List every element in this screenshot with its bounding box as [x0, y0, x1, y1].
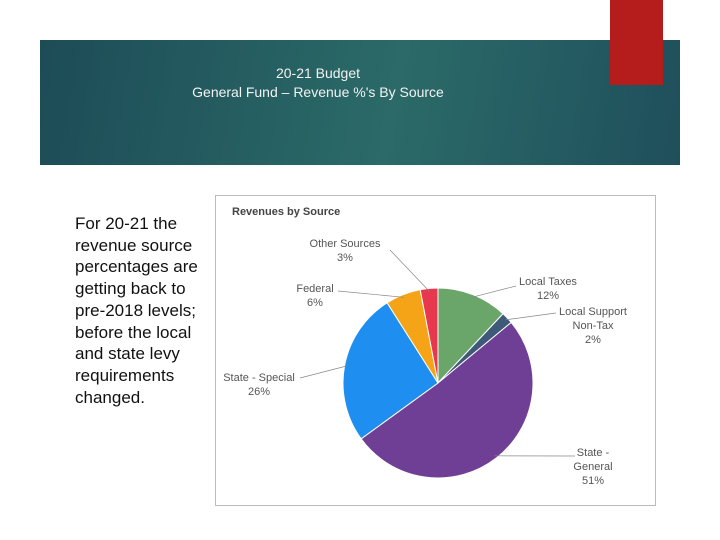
body-text: For 20-21 the revenue source percentages…: [75, 214, 198, 407]
pie-slice: [360, 321, 534, 479]
slice-label: Other Sources 3%: [295, 237, 395, 265]
value-label: 51%: [581, 475, 605, 487]
value-label: 6%: [307, 297, 323, 309]
category-label: State - General: [573, 447, 613, 473]
value-label: 2%: [585, 334, 601, 346]
value-label: 26%: [247, 386, 271, 398]
category-label: Local Taxes: [519, 276, 577, 288]
leader-line: [505, 312, 557, 321]
pie-slice: [419, 287, 439, 384]
value-label: 12%: [536, 290, 560, 302]
slice-label: Local Taxes 12%: [503, 275, 593, 303]
pie-slice: [342, 302, 439, 440]
value-label: 3%: [337, 252, 353, 264]
category-label: Other Sources: [309, 238, 381, 250]
accent-block: [610, 0, 663, 85]
category-label: Local Support Non-Tax: [559, 306, 627, 332]
chart-frame: [215, 195, 656, 506]
slice-label: State - Special 26%: [209, 371, 309, 399]
slice-label: State - General 51%: [568, 446, 618, 488]
leader-line: [389, 249, 430, 292]
pie-slice: [437, 287, 504, 385]
slice-label: Local Support Non-Tax 2%: [553, 305, 633, 347]
leader-line: [299, 365, 348, 379]
header-band: [40, 40, 680, 165]
slide-subtitle: General Fund – Revenue %'s By Source: [192, 84, 444, 100]
chart-title: Revenues by Source: [232, 206, 341, 218]
slice-label: Federal 6%: [285, 282, 345, 310]
category-label: Federal: [296, 283, 334, 295]
leader-line: [471, 285, 517, 298]
category-label: State - Special: [223, 372, 295, 384]
leader-line: [337, 290, 405, 298]
slide-title: 20-21 Budget: [275, 65, 361, 81]
